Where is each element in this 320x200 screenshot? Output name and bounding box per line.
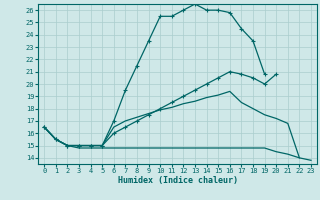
X-axis label: Humidex (Indice chaleur): Humidex (Indice chaleur) — [118, 176, 238, 185]
